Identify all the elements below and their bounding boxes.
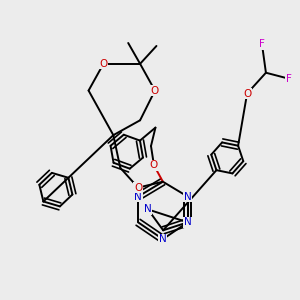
Text: N: N: [144, 204, 152, 214]
Text: O: O: [243, 88, 251, 98]
Text: N: N: [184, 217, 191, 227]
Text: O: O: [99, 59, 108, 69]
Text: O: O: [150, 160, 158, 170]
Text: O: O: [151, 85, 159, 96]
Text: N: N: [134, 192, 142, 202]
Text: N: N: [159, 234, 167, 244]
Text: F: F: [259, 39, 265, 49]
Text: F: F: [286, 74, 292, 84]
Text: N: N: [184, 192, 191, 202]
Text: O: O: [134, 183, 142, 193]
